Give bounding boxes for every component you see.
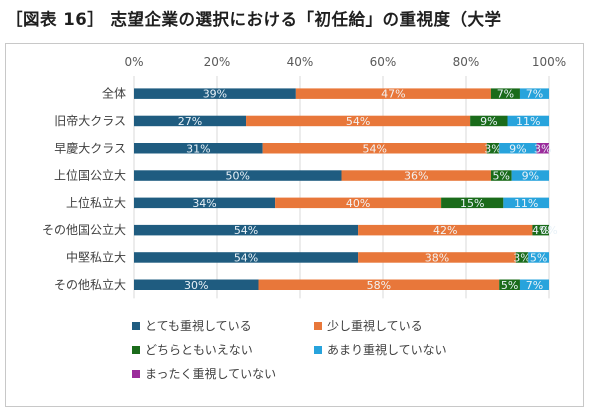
x-tick-label: 0%	[124, 55, 143, 69]
category-label: 旧帝大クラス	[54, 113, 126, 128]
data-label: 27%	[178, 115, 202, 128]
bar-segment	[532, 224, 549, 236]
data-label: 5%	[501, 279, 518, 292]
data-label: 54%	[234, 251, 258, 264]
bar-segment	[134, 88, 296, 99]
legend-swatch	[132, 322, 140, 330]
category-label: 中堅私立大	[66, 249, 126, 264]
data-label: 5%	[493, 170, 510, 183]
bar-segment	[490, 88, 520, 99]
category-label: 上位国公立大	[54, 168, 126, 183]
data-label: 54%	[234, 224, 258, 237]
data-label: 40%	[346, 197, 370, 210]
bar-segment	[536, 143, 549, 154]
data-label: 54%	[362, 142, 386, 155]
bar-segment	[134, 279, 259, 290]
bar-segment	[134, 170, 342, 181]
x-tick-label: 60%	[370, 55, 397, 69]
data-label: 3%	[513, 251, 530, 264]
data-label: 47%	[381, 88, 405, 101]
stacked-bar-chart: 0% 20% 40% 60% 80% 100% 全体 39% 47% 7% 7% 旧帝大クラス 27% 5…	[42, 55, 566, 381]
chart-frame: 0% 20% 40% 60% 80% 100% 全体 39% 47% 7% 7% 旧帝大クラス 27% 5…	[5, 43, 584, 407]
data-label: 36%	[404, 170, 428, 183]
category-label: 上位私立大	[66, 195, 126, 210]
legend-label: どちらともいえない	[145, 343, 253, 357]
data-label: 34%	[192, 197, 216, 210]
data-label: 9%	[522, 170, 539, 183]
x-tick-label: 100%	[532, 55, 566, 69]
data-label: 5%	[530, 251, 547, 264]
x-tick-label: 40%	[287, 55, 314, 69]
bar-segment	[499, 143, 537, 154]
legend-label: まったく重視していない	[145, 366, 276, 381]
bar-segment	[511, 170, 549, 181]
bar-segment	[499, 279, 520, 290]
bar-segment	[358, 224, 533, 236]
data-label: 31%	[186, 142, 210, 155]
data-label: 0%	[540, 224, 557, 237]
data-label: 39%	[203, 88, 227, 101]
data-label: 42%	[433, 224, 457, 237]
bar-segment	[519, 279, 549, 290]
bar-segment	[134, 143, 263, 154]
category-label: 早慶大クラス	[54, 141, 126, 155]
data-label: 50%	[226, 170, 250, 183]
data-label: 9%	[509, 142, 526, 155]
legend-swatch	[314, 322, 322, 330]
bar-segment	[258, 279, 500, 290]
legend-swatch	[132, 346, 140, 354]
bar-segment	[490, 170, 512, 181]
legend-label: 少し重視している	[327, 318, 423, 333]
legend-swatch	[132, 370, 140, 378]
figure-title: ［図表 16］ 志望企業の選択における「初任給」の重視度（大学	[6, 10, 502, 29]
data-label: 30%	[184, 279, 208, 292]
data-label: 9%	[480, 115, 497, 128]
x-tick-label: 20%	[204, 55, 231, 69]
bar-segment	[519, 88, 549, 99]
bar-segment	[486, 143, 500, 154]
category-label: 全体	[102, 86, 126, 101]
legend-label: とても重視している	[145, 318, 252, 333]
bar-segment	[295, 88, 491, 99]
category-label: その他国公立大	[42, 222, 126, 237]
bar-segment	[470, 115, 508, 127]
bar-segment	[275, 197, 442, 209]
bar-segment	[134, 197, 276, 209]
data-label: 11%	[516, 115, 540, 128]
data-label: 38%	[425, 251, 449, 264]
bar-segment	[134, 115, 247, 127]
data-label: 58%	[367, 279, 391, 292]
x-tick-label: 80%	[453, 55, 480, 69]
bar-segment	[262, 143, 487, 154]
bar-segment	[134, 252, 359, 263]
bar-segment	[358, 252, 516, 263]
data-label: 4%	[532, 224, 549, 237]
bar-segment	[441, 197, 504, 209]
data-label: 7%	[526, 279, 543, 292]
legend-swatch	[314, 346, 322, 354]
data-label: 54%	[346, 115, 370, 128]
data-label: 7%	[497, 88, 514, 101]
bar-segment	[507, 115, 549, 127]
bar-segment	[528, 252, 549, 263]
data-label: 7%	[526, 88, 543, 101]
bar-segment	[246, 115, 471, 127]
data-label: 3%	[484, 142, 501, 155]
legend-label: あまり重視していない	[327, 342, 447, 357]
data-label: 3%	[534, 142, 551, 155]
bar-segment	[134, 224, 359, 236]
bar-segment	[515, 252, 529, 263]
data-label: 11%	[514, 197, 538, 210]
category-label: その他私立大	[54, 277, 126, 292]
bar-segment	[503, 197, 549, 209]
bar-segment	[341, 170, 491, 181]
data-label: 15%	[460, 197, 484, 210]
